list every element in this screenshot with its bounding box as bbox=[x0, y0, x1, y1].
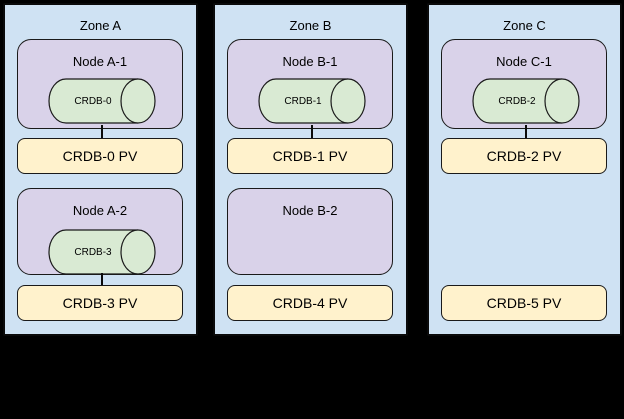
node-b2-box: Node B-2 bbox=[227, 188, 393, 275]
zone-panel-a: Zone A Node A-1 CRDB-0 CRDB-0 PV Node A-… bbox=[3, 3, 198, 336]
zone-panel-c: Zone C Node C-1 CRDB-2 CRDB-2 PV CRDB-5 … bbox=[427, 3, 622, 336]
pv-connector-line bbox=[311, 125, 313, 139]
cylinder-shape-icon bbox=[48, 78, 156, 124]
pv-box: CRDB-4 PV bbox=[227, 285, 393, 321]
cylinder-shape-icon bbox=[48, 229, 156, 275]
pv-box: CRDB-2 PV bbox=[441, 138, 607, 174]
node-label: Node B-2 bbox=[282, 203, 338, 218]
pv-box: CRDB-3 PV bbox=[17, 285, 183, 321]
node-a1-box: Node A-1 CRDB-0 bbox=[17, 39, 183, 129]
pv-box: CRDB-5 PV bbox=[441, 285, 607, 321]
pod-cylinder-crdb-2: CRDB-2 bbox=[472, 78, 580, 124]
cylinder-shape-icon bbox=[258, 78, 366, 124]
pod-label: CRDB-0 bbox=[74, 95, 112, 107]
pv-connector-line bbox=[525, 125, 527, 139]
pod-label: CRDB-2 bbox=[498, 95, 536, 107]
pv-box: CRDB-0 PV bbox=[17, 138, 183, 174]
pod-cylinder-crdb-3: CRDB-3 bbox=[48, 229, 156, 275]
pv-connector-line bbox=[101, 125, 103, 139]
pod-label: CRDB-1 bbox=[284, 95, 322, 107]
node-label: Node A-1 bbox=[72, 54, 128, 69]
pv-connector-line bbox=[101, 273, 103, 286]
pod-label: CRDB-3 bbox=[74, 246, 112, 258]
pod-cylinder-crdb-0: CRDB-0 bbox=[48, 78, 156, 124]
cylinder-shape-icon bbox=[472, 78, 580, 124]
zone-panel-b: Zone B Node B-1 CRDB-1 CRDB-1 PV Node B-… bbox=[213, 3, 408, 336]
zone-title: Zone A bbox=[79, 18, 122, 33]
node-label: Node C-1 bbox=[496, 54, 552, 69]
pod-cylinder-crdb-1: CRDB-1 bbox=[258, 78, 366, 124]
node-label: Node A-2 bbox=[72, 203, 128, 218]
zone-title: Zone B bbox=[289, 18, 332, 33]
pv-box: CRDB-1 PV bbox=[227, 138, 393, 174]
node-c1-box: Node C-1 CRDB-2 bbox=[441, 39, 607, 129]
zone-title: Zone C bbox=[503, 18, 546, 33]
node-b1-box: Node B-1 CRDB-1 bbox=[227, 39, 393, 129]
node-label: Node B-1 bbox=[282, 54, 338, 69]
node-a2-box: Node A-2 CRDB-3 bbox=[17, 188, 183, 275]
